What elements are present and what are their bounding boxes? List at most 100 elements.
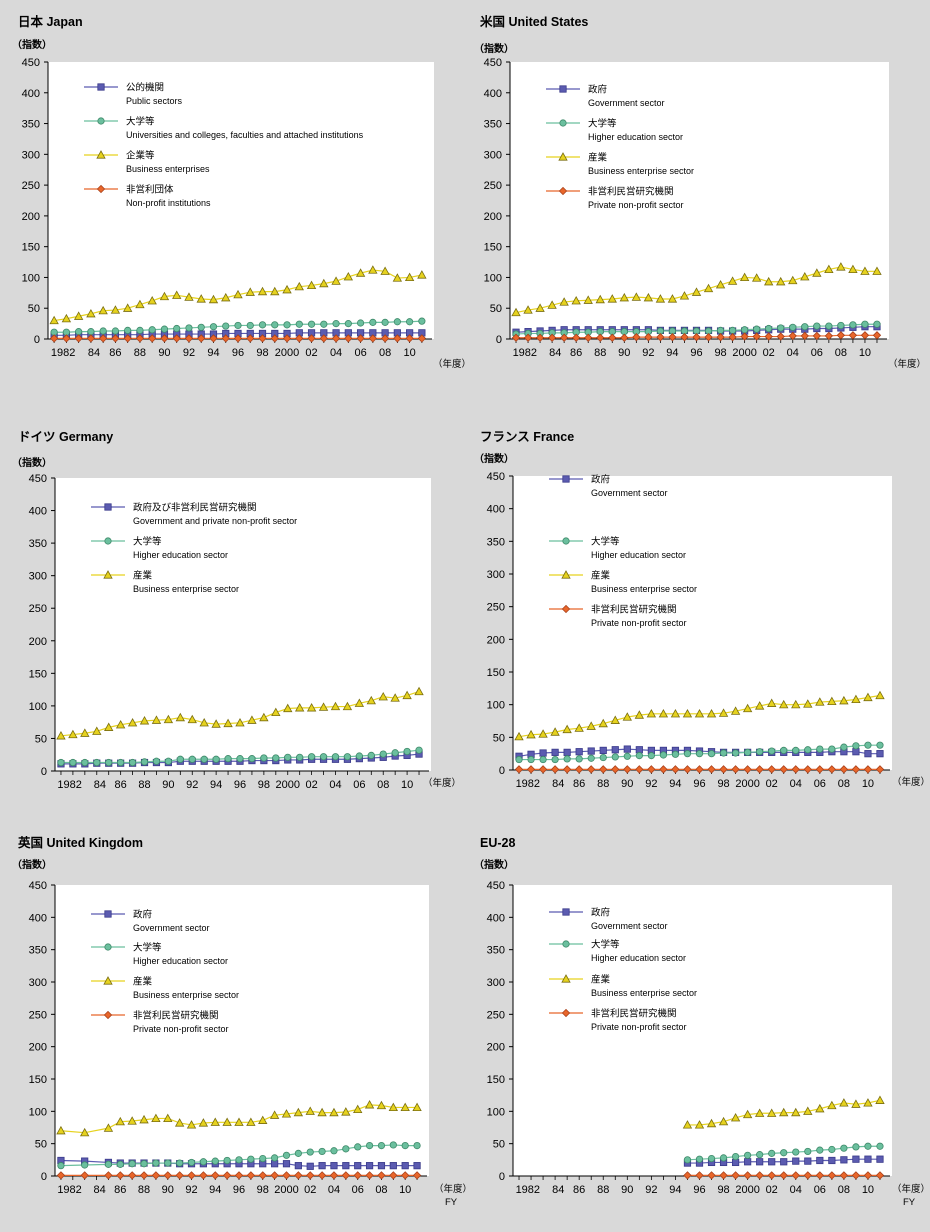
data-point — [111, 327, 120, 335]
data-point — [744, 1151, 752, 1159]
y-tick-label: 400 — [487, 912, 505, 924]
data-point — [404, 272, 415, 282]
data-point — [622, 712, 632, 721]
chart-panel: フランス France （指数） 0 50 100 150 200 250 300 350 400 4… — [474, 430, 930, 790]
y-tick-label: 50 — [35, 1139, 47, 1151]
data-point — [851, 1099, 861, 1108]
legend-label: 非営利民営研究機関 — [591, 1008, 677, 1020]
x-tick-label: 84 — [88, 347, 100, 359]
data-point — [812, 268, 822, 277]
data-point — [828, 1145, 836, 1154]
data-point — [152, 757, 161, 765]
data-point — [417, 270, 427, 279]
y-tick-label: 150 — [29, 1074, 47, 1086]
data-point — [211, 1171, 220, 1180]
data-point — [764, 276, 774, 286]
legend-marker — [558, 186, 568, 196]
data-point — [343, 753, 352, 761]
data-point — [329, 1171, 339, 1180]
x-tick-label: 2000 — [732, 347, 756, 359]
x-tick-label: 98 — [717, 1184, 729, 1196]
data-point — [668, 332, 677, 342]
legend-label: 非営利民営研究機関 — [133, 1010, 219, 1022]
x-tick-label: 04 — [330, 347, 342, 359]
legend-label-en: Private non-profit sector — [133, 1024, 229, 1034]
y-tick-label: 100 — [22, 272, 40, 284]
series: 大学等 Universities and colleges, faculties … — [50, 116, 426, 336]
data-point — [104, 722, 114, 731]
y-tick-label: 400 — [487, 504, 505, 516]
y-axis-label: （指数） — [474, 858, 514, 871]
y-axis-label: （指数） — [12, 38, 52, 51]
data-point — [184, 292, 194, 301]
legend-marker — [103, 976, 113, 985]
y-tick-label: 250 — [487, 602, 505, 614]
legend-label: 大学等 — [133, 942, 162, 954]
data-point — [863, 765, 873, 774]
data-point — [110, 305, 121, 314]
data-point — [282, 1160, 291, 1168]
series: 非営利民営研究機関 Private non-profit sector — [514, 604, 885, 774]
data-point — [377, 1162, 386, 1170]
x-tick-label: 10 — [862, 1184, 874, 1196]
data-point — [415, 746, 423, 754]
data-point — [875, 765, 885, 774]
x-tick-label: 1982 — [513, 347, 537, 359]
legend-label-en: Non-profit institutions — [126, 198, 211, 208]
data-point — [128, 1160, 136, 1168]
data-point — [656, 332, 665, 342]
data-point — [563, 755, 571, 763]
data-point — [828, 745, 836, 753]
x-tick-label: 94 — [209, 1184, 221, 1196]
plot-area — [510, 62, 889, 339]
y-tick-label: 350 — [487, 536, 505, 548]
x-tick-label: 98 — [258, 779, 270, 791]
x-tick-label: 06 — [352, 1184, 364, 1196]
y-tick-label: 250 — [29, 1009, 47, 1021]
data-point — [56, 1125, 66, 1135]
data-point — [840, 743, 848, 751]
x-tick-label: 92 — [642, 347, 654, 359]
data-point — [840, 1156, 848, 1164]
legend-label: 大学等 — [133, 536, 162, 548]
data-point — [139, 716, 150, 725]
legend-label-en: Business enterprise sector — [133, 584, 239, 594]
data-point — [222, 322, 230, 330]
x-tick-label: 94 — [669, 778, 681, 790]
x-tick-label: 08 — [377, 779, 389, 791]
data-point — [176, 1159, 184, 1167]
data-point — [393, 318, 401, 326]
data-point — [260, 754, 268, 762]
data-point — [825, 322, 833, 330]
data-point — [876, 1155, 884, 1163]
data-point — [80, 1171, 89, 1180]
data-point — [211, 1157, 219, 1165]
data-point — [389, 1171, 398, 1180]
legend-marker — [561, 570, 571, 579]
series: 大学等 Higher education sector — [549, 939, 884, 1164]
data-point — [731, 765, 740, 774]
y-tick-label: 250 — [22, 180, 40, 192]
data-point — [683, 750, 692, 758]
y-tick-label: 200 — [29, 636, 47, 648]
data-point — [767, 1171, 776, 1180]
data-point — [367, 751, 375, 759]
data-point — [511, 307, 521, 317]
data-point — [610, 715, 620, 724]
data-point — [562, 724, 572, 734]
data-point — [515, 755, 523, 764]
data-point — [147, 296, 157, 305]
data-point — [402, 690, 412, 700]
y-axis-label: （指数） — [474, 42, 514, 55]
data-point — [116, 1171, 125, 1180]
x-tick-label: 06 — [811, 347, 823, 359]
data-point — [272, 754, 280, 762]
y-tick-label: 50 — [28, 303, 40, 315]
x-tick-label: 06 — [354, 347, 366, 359]
y-tick-label: 450 — [487, 471, 505, 483]
data-point — [791, 1171, 800, 1180]
data-point — [271, 1154, 279, 1162]
data-point — [92, 726, 102, 735]
data-point — [56, 731, 66, 740]
data-point — [655, 294, 666, 303]
